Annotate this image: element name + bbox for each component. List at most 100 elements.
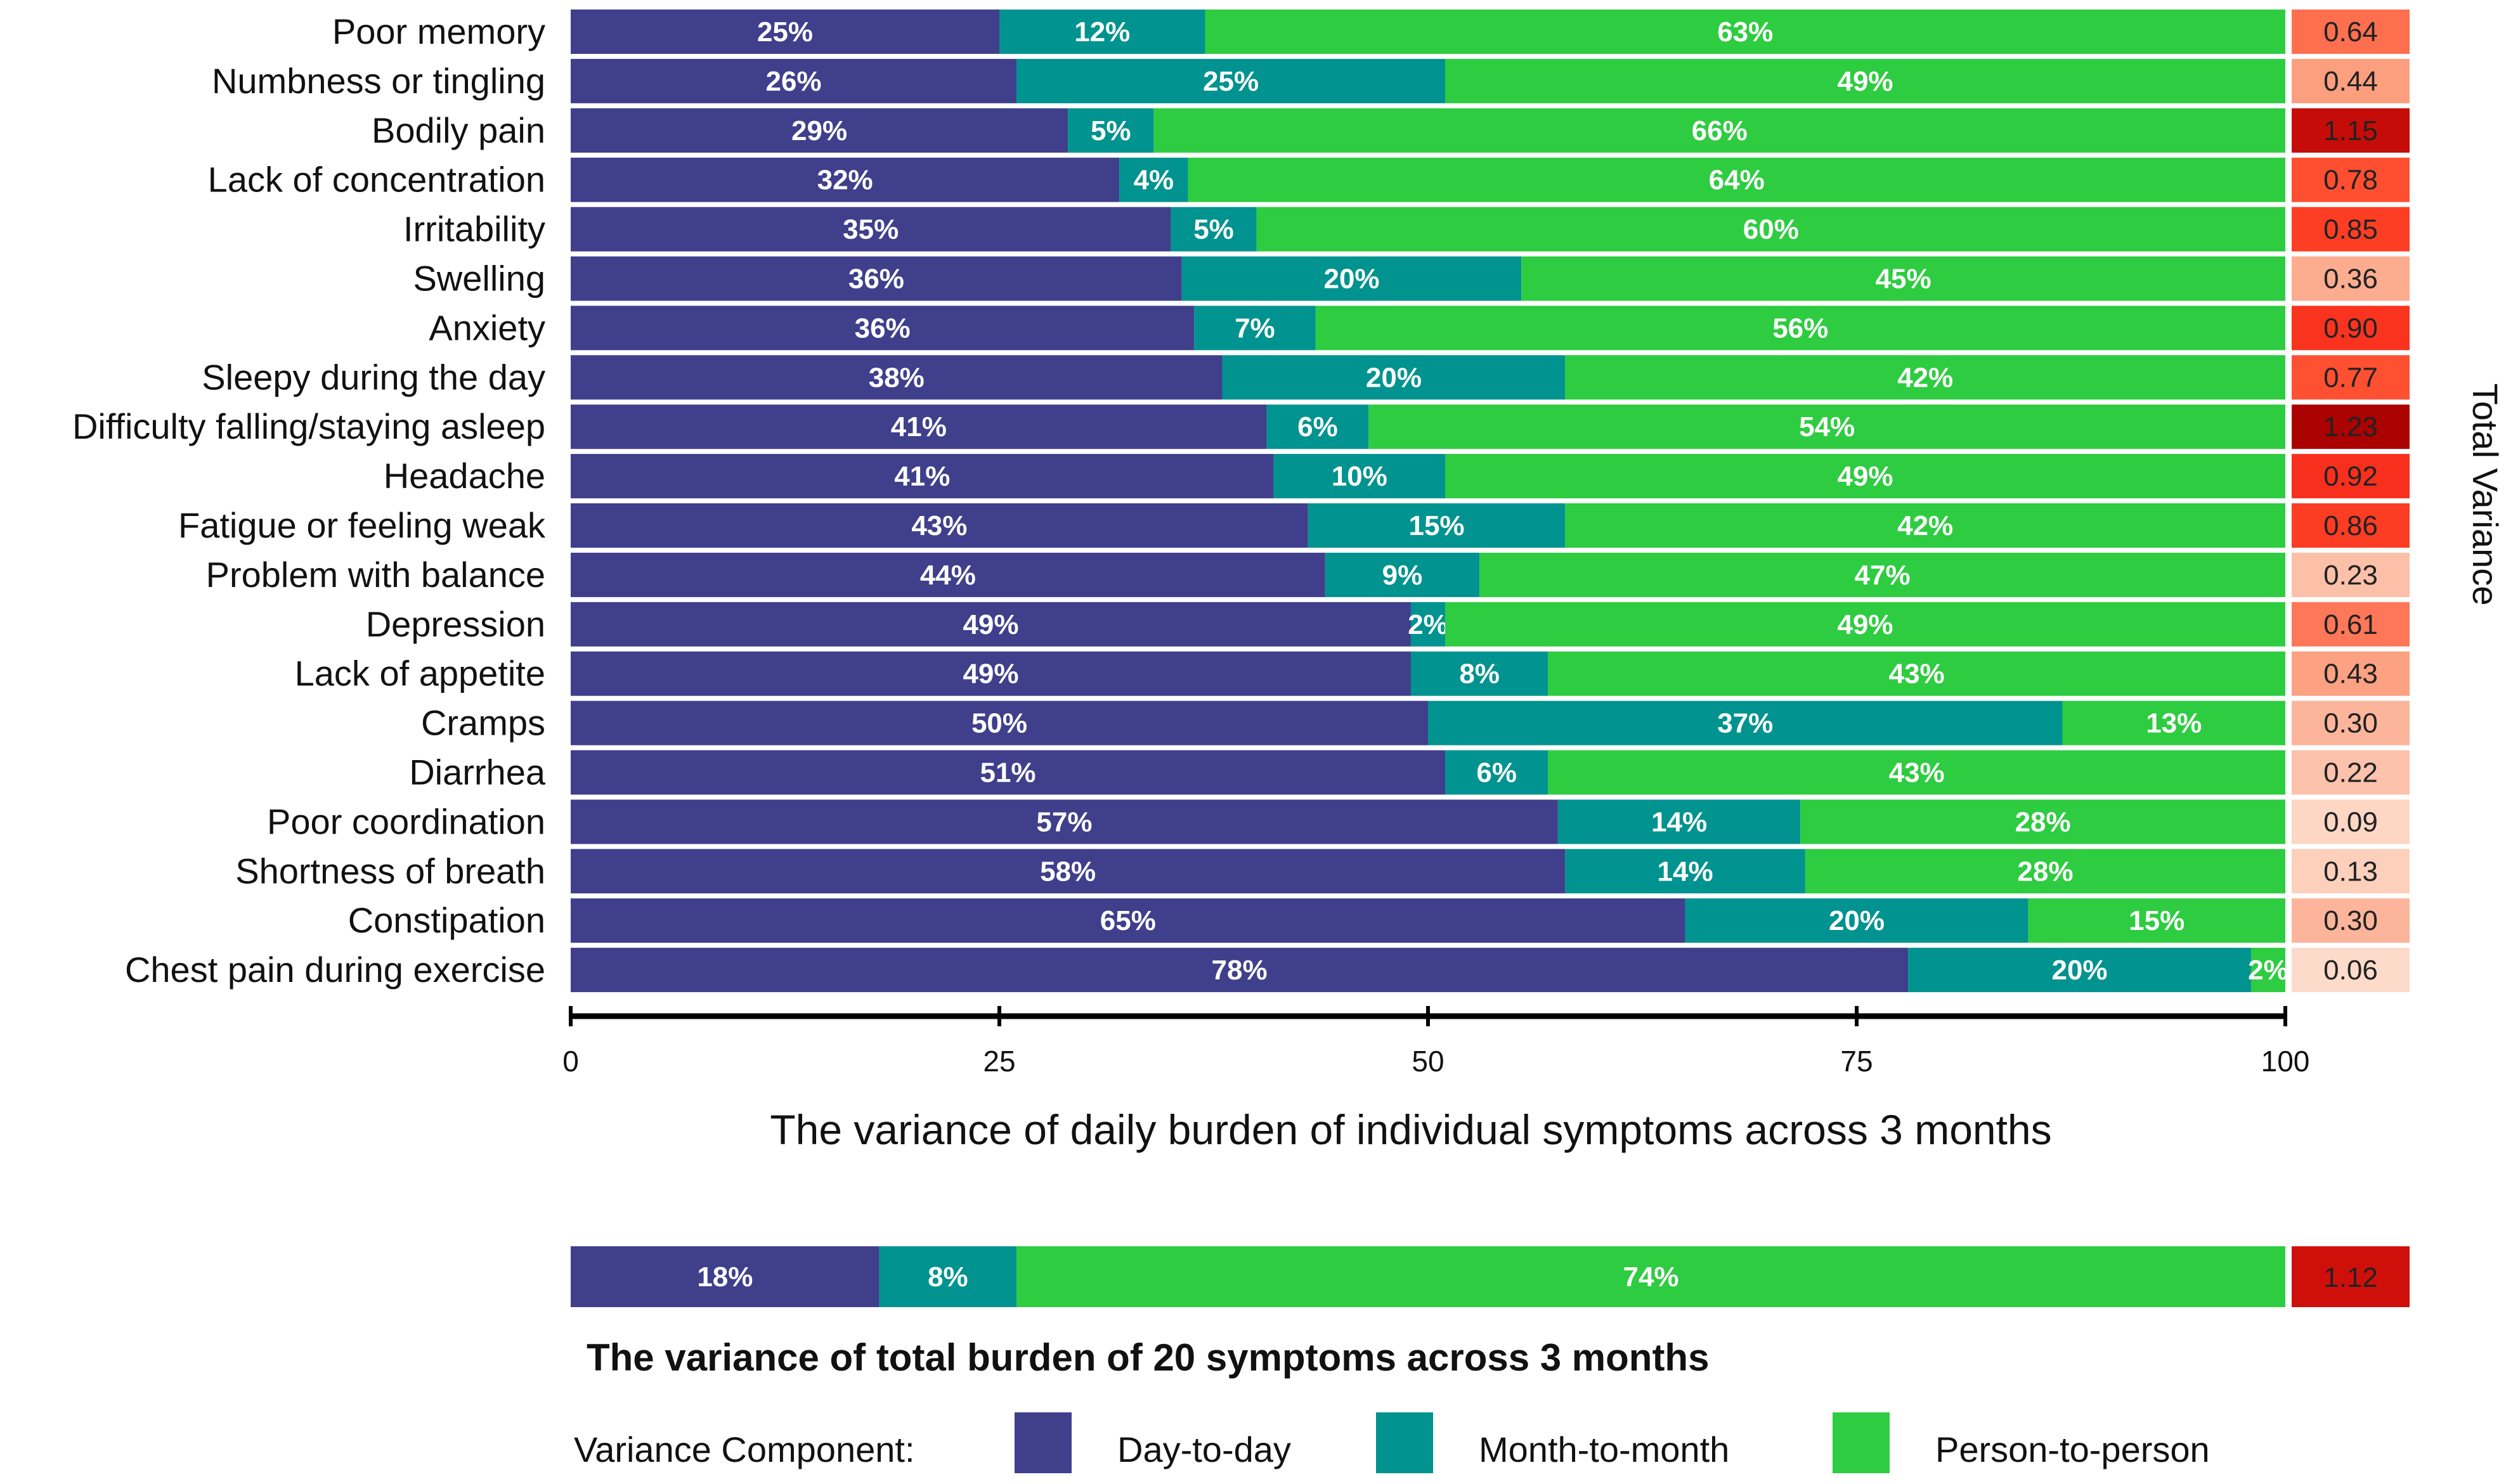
row-17-person-to-person-bar: [1805, 849, 2285, 894]
total-variance-cell: [2292, 207, 2410, 252]
category-label: Irritability: [403, 209, 545, 249]
legend-swatch-2: [1833, 1412, 1890, 1473]
row-17-month-to-month-label: 14%: [1658, 856, 1713, 887]
row-4-person-to-person-bar: [1256, 207, 2285, 252]
row-7-month-to-month-label: 20%: [1366, 362, 1422, 393]
total-variance-cell: [2292, 157, 2410, 202]
category-label: Difficulty falling/staying asleep: [72, 406, 545, 446]
row-11-day-to-day-label: 44%: [920, 560, 976, 591]
x-tick-label: 0: [562, 1045, 579, 1078]
total-variance-label: 0.61: [2323, 609, 2378, 640]
row-16-month-to-month-bar: [1557, 799, 1801, 844]
total-variance-label: 0.85: [2323, 214, 2378, 245]
row-1-month-to-month-bar: [1016, 58, 1446, 103]
row-14-day-to-day-bar: [571, 700, 1428, 745]
row-15-month-to-month-bar: [1445, 750, 1548, 795]
total-variance-cell: [2292, 503, 2410, 548]
category-label: Cramps: [421, 703, 545, 743]
row-14-person-to-person-label: 13%: [2146, 708, 2202, 739]
row-5-person-to-person-bar: [1521, 256, 2285, 301]
row-9-month-to-month-label: 10%: [1332, 461, 1387, 492]
total-variance-cell: [2292, 355, 2410, 400]
row-8-month-to-month-label: 6%: [1297, 411, 1338, 442]
row-3-day-to-day-bar: [571, 157, 1120, 202]
total-variance-cell: [2292, 602, 2410, 647]
total-burden-day-to-day-bar: [571, 1246, 880, 1307]
total-variance-label: 0.43: [2323, 659, 2378, 690]
row-5-month-to-month-label: 20%: [1323, 264, 1379, 295]
row-10-person-to-person-bar: [1565, 503, 2285, 548]
row-15-month-to-month-label: 6%: [1476, 758, 1517, 789]
total-variance-cell: [2292, 552, 2410, 597]
total-variance-cell: [2292, 700, 2410, 745]
total-burden-variance-cell: [2292, 1246, 2410, 1307]
row-12-month-to-month-label: 2%: [1408, 609, 1448, 640]
row-19-month-to-month-bar: [1908, 948, 2251, 993]
row-19-day-to-day-label: 78%: [1212, 955, 1268, 986]
row-2-person-to-person-bar: [1153, 108, 2285, 153]
legend-swatch-1: [1376, 1412, 1433, 1473]
total-variance-cell: [2292, 750, 2410, 795]
category-label: Fatigue or feeling weak: [178, 505, 546, 545]
row-16-person-to-person-bar: [1800, 799, 2285, 844]
row-17-day-to-day-label: 58%: [1040, 856, 1096, 887]
row-3-month-to-month-bar: [1119, 157, 1188, 202]
total-variance-label: 1.15: [2323, 115, 2378, 146]
category-label: Anxiety: [429, 307, 545, 347]
category-label: Poor coordination: [267, 801, 545, 841]
row-6-month-to-month-bar: [1194, 306, 1316, 351]
row-8-person-to-person-label: 54%: [1799, 411, 1855, 442]
row-10-day-to-day-bar: [571, 503, 1308, 548]
category-label: Depression: [366, 604, 545, 644]
total-variance-cell: [2292, 306, 2410, 351]
total-variance-label: 0.77: [2323, 362, 2378, 393]
row-0-person-to-person-label: 63%: [1717, 16, 1773, 48]
row-4-person-to-person-label: 60%: [1743, 214, 1799, 245]
row-0-month-to-month-label: 12%: [1074, 16, 1130, 48]
category-label: Numbness or tingling: [212, 61, 545, 101]
total-variance-cell: [2292, 404, 2410, 449]
row-10-month-to-month-bar: [1308, 503, 1566, 548]
total-variance-label: 0.78: [2323, 165, 2378, 196]
row-3-day-to-day-label: 32%: [817, 165, 873, 196]
category-label: Bodily pain: [372, 110, 545, 150]
row-5-day-to-day-bar: [571, 256, 1182, 301]
total-variance-cell: [2292, 454, 2410, 499]
row-15-day-to-day-bar: [571, 750, 1446, 795]
row-6-month-to-month-label: 7%: [1235, 313, 1275, 344]
row-16-person-to-person-label: 28%: [2015, 806, 2071, 837]
total-variance-cell: [2292, 898, 2410, 943]
row-2-person-to-person-label: 66%: [1692, 115, 1748, 146]
total-variance-cell: [2292, 108, 2410, 153]
category-label: Lack of concentration: [208, 160, 545, 200]
row-16-month-to-month-label: 14%: [1651, 806, 1707, 837]
row-19-day-to-day-bar: [571, 948, 1909, 993]
total-variance-label: 1.23: [2323, 411, 2378, 442]
row-0-day-to-day-label: 25%: [757, 16, 813, 48]
row-14-person-to-person-bar: [2062, 700, 2285, 745]
row-17-day-to-day-bar: [571, 849, 1566, 894]
row-8-day-to-day-bar: [571, 404, 1267, 449]
x-axis-title: The variance of daily burden of individu…: [770, 1106, 2051, 1153]
row-18-month-to-month-bar: [1685, 898, 2029, 943]
total-variance-label: 0.13: [2323, 856, 2378, 887]
total-burden-month-to-month-bar: [879, 1246, 1017, 1307]
row-1-person-to-person-bar: [1445, 58, 2285, 103]
row-18-month-to-month-label: 20%: [1829, 905, 1885, 936]
row-11-month-to-month-label: 9%: [1382, 560, 1423, 591]
legend-item-label: Month-to-month: [1479, 1429, 1729, 1469]
row-4-month-to-month-bar: [1171, 207, 1257, 252]
total-variance-label: 0.30: [2323, 905, 2378, 936]
row-12-day-to-day-bar: [571, 602, 1411, 647]
total-variance-label: 0.44: [2323, 66, 2378, 97]
row-17-person-to-person-label: 28%: [2017, 856, 2073, 887]
category-label: Headache: [384, 456, 545, 496]
row-19-person-to-person-label: 2%: [2248, 955, 2289, 986]
row-11-day-to-day-bar: [571, 552, 1325, 597]
row-15-person-to-person-label: 43%: [1889, 758, 1945, 789]
row-0-day-to-day-bar: [571, 10, 999, 54]
row-18-day-to-day-bar: [571, 898, 1685, 943]
row-1-month-to-month-label: 25%: [1203, 66, 1259, 97]
row-14-day-to-day-label: 50%: [971, 708, 1027, 739]
row-7-person-to-person-label: 42%: [1897, 362, 1953, 393]
